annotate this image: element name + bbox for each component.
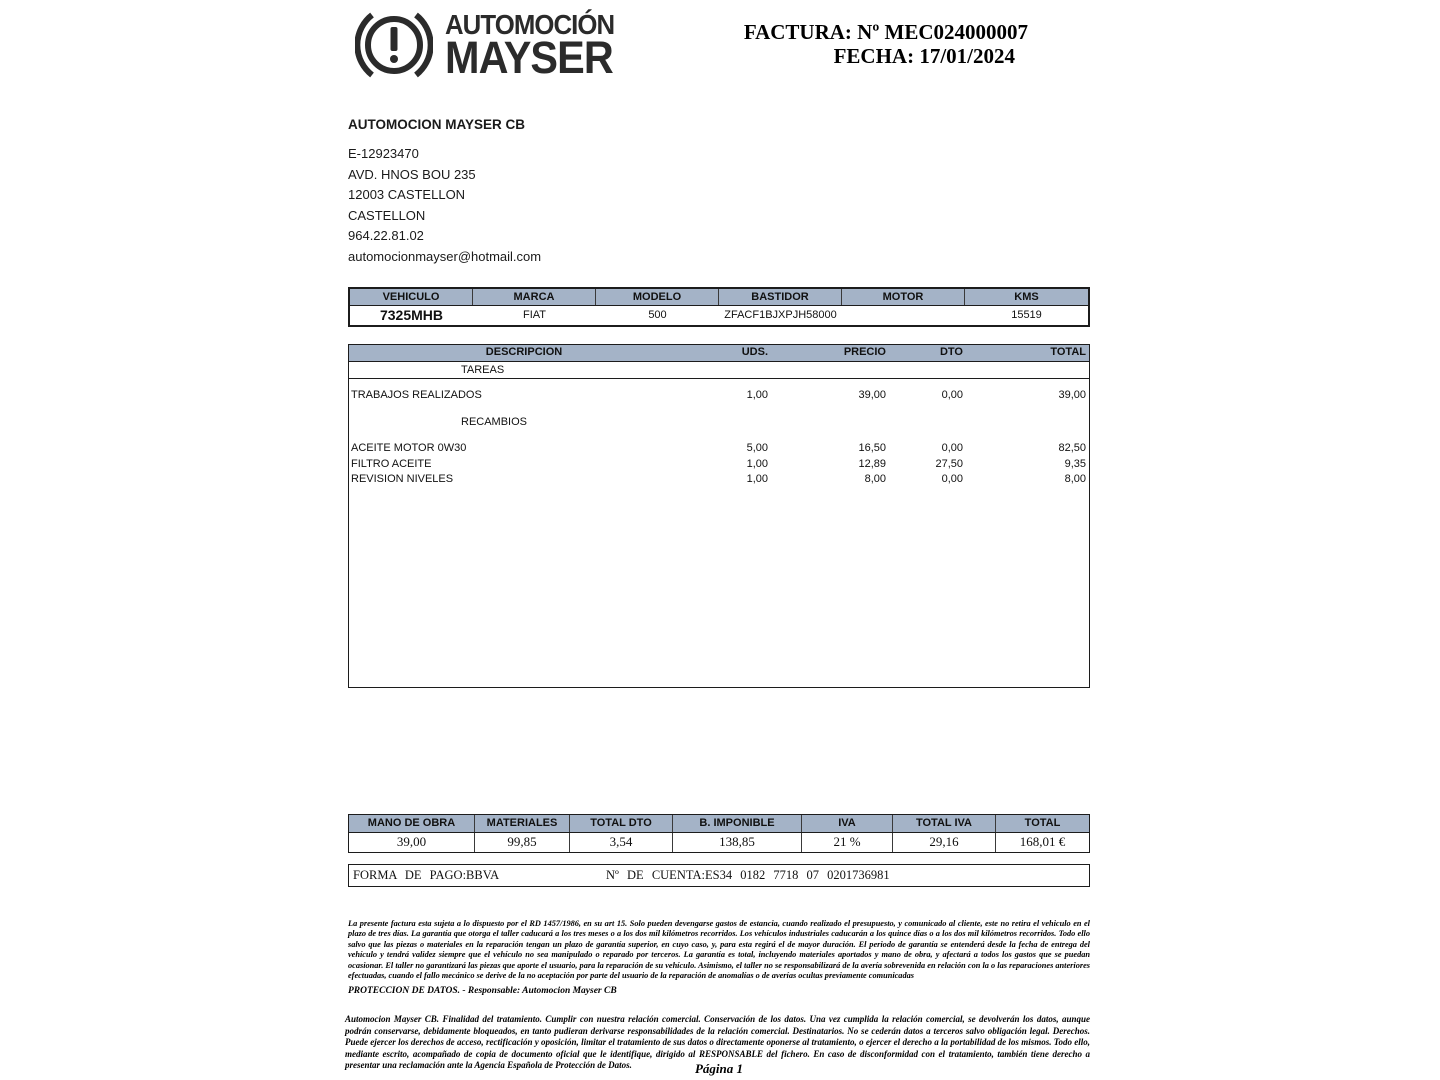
invoice-date: FECHA: 17/01/2024 [833,44,1015,68]
item-description: TRABAJOS REALIZADOS [351,389,482,401]
totals-val-materiales: 99,85 [475,833,570,852]
item-total: 8,00 [1064,473,1086,485]
items-col-uds: UDS. [741,346,768,358]
exclamation-mark [390,27,398,63]
company-info: AUTOMOCION MAYSER CB E-12923470 AVD. HNO… [348,117,541,267]
vehicle-col-bastidor: BASTIDOR [719,289,842,305]
vehicle-engine [842,306,965,325]
vehicle-model: 500 [648,309,667,321]
vehicle-col-vehiculo: VEHICULO [350,289,473,305]
company-postal-city: 12003 CASTELLON [348,187,466,202]
item-total: 82,50 [1058,442,1086,454]
totals-col-iva: IVA [802,815,893,832]
logo-line1: AUTOMOCIÓN [445,9,615,40]
payment-method: FORMA DE PAGO:BBVA [353,868,500,882]
vehicle-make: FIAT [522,309,546,321]
item-uds: 5,00 [746,442,768,454]
item-uds: 1,00 [746,389,768,401]
vehicle-col-kms: KMS [1014,291,1039,303]
table-row: FILTRO ACEITE 1,00 12,89 27,50 9,35 [349,457,1089,473]
line-items-table: DESCRIPCION UDS. PRECIO DTO TOTAL TAREAS… [348,344,1090,688]
right-arc [414,12,433,78]
item-precio: 12,89 [858,457,886,470]
company-phone: 964.22.81.02 [348,228,424,243]
item-precio: 8,00 [864,473,886,485]
spacer [349,430,1089,441]
table-row: REVISION NIVELES 1,00 8,00 0,00 8,00 [349,472,1089,488]
payment-account-number: Nº DE CUENTA:ES34 0182 7718 07 020173698… [606,868,890,882]
section-row-tareas: TAREAS [349,362,1089,379]
totals-col-materiales: MATERIALES [475,815,570,832]
company-logo: AUTOMOCIÓN MAYSER [355,8,629,82]
section-title-tareas: TAREAS [461,364,505,376]
item-uds: 1,00 [746,457,768,470]
items-col-descripcion: DESCRIPCION [485,346,563,358]
data-protection-paragraph: Automocion Mayser CB. Finalidad del trat… [345,1014,1090,1071]
vehicle-col-marca: MARCA [473,289,596,305]
item-description: REVISION NIVELES [351,473,454,485]
item-dto: 0,00 [941,473,963,485]
totals-col-total: TOTAL [1024,817,1061,829]
item-total: 39,00 [1058,389,1086,401]
totals-values-row: 39,00 99,85 3,54 138,85 21 % 29,16 168,0… [349,833,1089,852]
totals-col-total-dto: TOTAL DTO [570,815,673,832]
company-email: automocionmayser@hotmail.com [348,248,542,264]
totals-val-total-iva: 29,16 [893,833,996,852]
vehicle-vin: ZFACF1BJXPJH58000 [724,309,837,321]
section-title-recambios: RECAMBIOS [461,415,528,428]
company-tax-id: E-12923470 [348,146,419,161]
company-name: AUTOMOCION MAYSER CB [348,117,526,132]
table-row: ACEITE MOTOR 0W30 5,00 16,50 0,00 82,50 [349,441,1089,457]
item-dto: 0,00 [941,442,963,454]
vehicle-kms: 15519 [1011,309,1042,321]
brake-warning-icon [355,12,433,78]
invoice-number: FACTURA: Nº MEC024000007 [743,20,1028,44]
vehicle-table-row: 7325MHB FIAT 500 ZFACF1BJXPJH58000 15519 [350,306,1088,325]
items-col-precio: PRECIO [843,346,886,358]
invoice-header: FACTURA: Nº MEC024000007 FECHA: 17/01/20… [744,20,1028,68]
left-arc [355,12,374,78]
item-description: ACEITE MOTOR 0W30 [351,442,467,454]
company-address: AVD. HNOS BOU 235 [348,166,476,182]
item-uds: 1,00 [746,473,768,485]
totals-col-b-imponible: B. IMPONIBLE [673,815,802,832]
item-total: 9,35 [1064,457,1086,470]
page-number: Página 1 [694,1061,744,1076]
payment-info-box: FORMA DE PAGO:BBVA Nº DE CUENTA:ES34 018… [348,864,1090,887]
line-items-body: TRABAJOS REALIZADOS 1,00 39,00 0,00 39,0… [349,379,1089,488]
vehicle-plate: 7325MHB [379,307,444,323]
vehicle-table-header: VEHICULO MARCA MODELO BASTIDOR MOTOR KMS [350,289,1088,306]
totals-col-mano-de-obra: MANO DE OBRA [349,815,475,832]
totals-val-total: 168,01 € [1019,834,1066,849]
table-row: TRABAJOS REALIZADOS 1,00 39,00 0,00 39,0… [349,388,1089,404]
item-dto: 27,50 [935,457,963,470]
vehicle-table: VEHICULO MARCA MODELO BASTIDOR MOTOR KMS… [348,287,1090,327]
items-col-dto: DTO [939,346,963,358]
vehicle-col-modelo: MODELO [596,289,719,305]
logo-line2: MAYSER [445,32,614,83]
data-protection-title: PROTECCION DE DATOS. - Responsable: Auto… [348,986,617,996]
circle-outline [365,16,423,74]
company-province: CASTELLON [348,207,426,223]
line-items-header: DESCRIPCION UDS. PRECIO DTO TOTAL [349,345,1089,362]
items-col-total: TOTAL [1050,346,1086,358]
totals-val-total-dto: 3,54 [570,833,673,852]
totals-header: MANO DE OBRA MATERIALES TOTAL DTO B. IMP… [349,815,1089,833]
legal-terms-paragraph: La presente factura esta sujeta a lo dis… [348,919,1090,981]
item-precio: 16,50 [858,442,886,454]
vehicle-col-motor: MOTOR [842,289,965,305]
totals-val-mano-de-obra: 39,00 [349,833,475,852]
totals-col-total-iva: TOTAL IVA [893,815,996,832]
totals-table: MANO DE OBRA MATERIALES TOTAL DTO B. IMP… [348,814,1090,853]
totals-val-b-imponible: 138,85 [673,833,802,852]
item-dto: 0,00 [941,389,963,401]
item-precio: 39,00 [858,389,886,401]
totals-val-iva: 21 % [802,833,893,852]
item-description: FILTRO ACEITE [351,457,432,470]
logo-text: AUTOMOCIÓN MAYSER [445,9,629,83]
